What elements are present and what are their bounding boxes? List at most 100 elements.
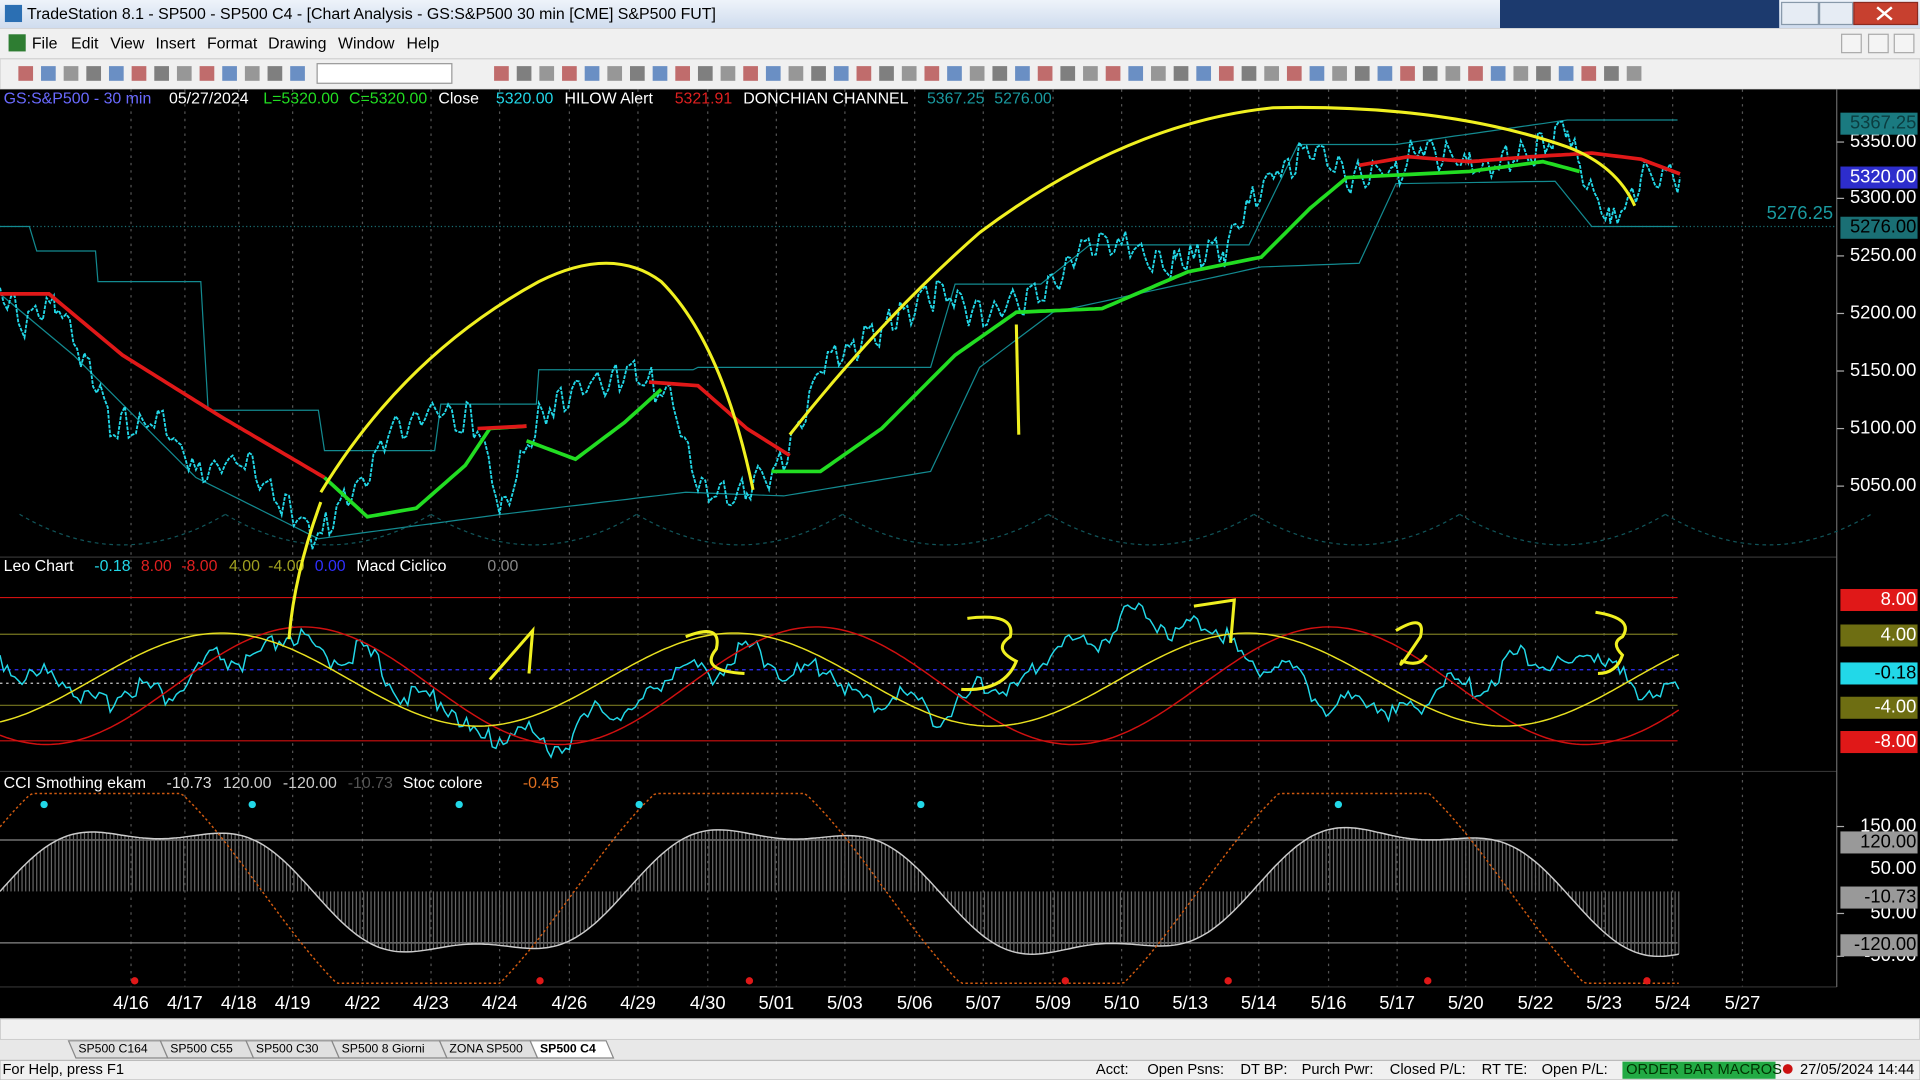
status-item: Purch Pwr: bbox=[1302, 1062, 1374, 1078]
toolbar-button[interactable] bbox=[924, 66, 940, 81]
toolbar-button[interactable] bbox=[1128, 66, 1144, 81]
toolbar-button[interactable] bbox=[154, 66, 169, 81]
menu-item[interactable]: Drawing bbox=[268, 35, 326, 52]
toolbar-button[interactable] bbox=[1581, 66, 1597, 81]
mdi-button[interactable] bbox=[1867, 33, 1889, 54]
toolbar-button[interactable] bbox=[1400, 66, 1415, 81]
toolbar-button[interactable] bbox=[992, 66, 1008, 81]
toolbar-button[interactable] bbox=[1309, 66, 1325, 81]
toolbar-button[interactable] bbox=[1264, 66, 1279, 81]
toolbar-button[interactable] bbox=[765, 66, 781, 81]
mdi-button[interactable] bbox=[1841, 33, 1862, 54]
toolbar-button[interactable] bbox=[244, 66, 260, 81]
toolbar-button[interactable] bbox=[1377, 66, 1393, 81]
toolbar-button[interactable] bbox=[652, 66, 668, 81]
symbol-combo[interactable] bbox=[316, 63, 453, 84]
toolbar-button[interactable] bbox=[1151, 66, 1166, 81]
toolbar-button[interactable] bbox=[1173, 66, 1189, 81]
tab-label[interactable]: SP500 C164 bbox=[78, 1042, 148, 1056]
toolbar-button[interactable] bbox=[539, 66, 555, 81]
toolbar-button[interactable] bbox=[833, 66, 849, 81]
status-item: 27/05/2024 14:44 bbox=[1800, 1062, 1914, 1078]
tab-label[interactable]: SP500 C55 bbox=[170, 1042, 233, 1056]
toolbar-button[interactable] bbox=[1037, 66, 1053, 81]
value-marker-label: -8.00 bbox=[1874, 730, 1916, 751]
toolbar-button[interactable] bbox=[86, 66, 102, 81]
menu-item[interactable]: Help bbox=[407, 35, 440, 52]
toolbar-button[interactable] bbox=[879, 66, 894, 81]
toolbar-button[interactable] bbox=[18, 66, 34, 81]
panel-header-item: -120.00 bbox=[283, 775, 337, 792]
toolbar-button[interactable] bbox=[901, 66, 917, 81]
toolbar-button[interactable] bbox=[1468, 66, 1483, 81]
date-label: 4/16 bbox=[113, 992, 149, 1013]
toolbar-button[interactable] bbox=[1060, 66, 1076, 81]
toolbar-button[interactable] bbox=[1626, 66, 1642, 81]
menu-item[interactable]: Edit bbox=[71, 35, 99, 52]
toolbar-button[interactable] bbox=[1445, 66, 1461, 81]
menu-item[interactable]: Format bbox=[207, 35, 258, 52]
toolbar-button[interactable] bbox=[1332, 66, 1347, 81]
value-marker-label: 5320.00 bbox=[1850, 165, 1916, 186]
minimize-button[interactable] bbox=[1781, 1, 1819, 26]
toolbar-button[interactable] bbox=[131, 66, 147, 81]
toolbar-button[interactable] bbox=[1536, 66, 1551, 81]
toolbar-button[interactable] bbox=[290, 66, 305, 81]
toolbar-button[interactable] bbox=[969, 66, 985, 81]
toolbar-button[interactable] bbox=[675, 66, 690, 81]
toolbar-button[interactable] bbox=[494, 66, 509, 81]
panel-header-item: Close bbox=[438, 90, 479, 107]
toolbar-button[interactable] bbox=[607, 66, 623, 81]
toolbar-button[interactable] bbox=[1196, 66, 1212, 81]
tab-label[interactable]: SP500 C4 bbox=[540, 1042, 596, 1056]
toolbar-button[interactable] bbox=[788, 66, 804, 81]
tab-label[interactable]: SP500 C30 bbox=[256, 1042, 319, 1056]
toolbar-button[interactable] bbox=[562, 66, 577, 81]
toolbar-button[interactable] bbox=[1083, 66, 1098, 81]
toolbar-button[interactable] bbox=[1558, 66, 1574, 81]
toolbar-button[interactable] bbox=[1422, 66, 1438, 81]
stoc-line bbox=[0, 792, 1679, 984]
toolbar-button[interactable] bbox=[63, 66, 79, 81]
menu-item[interactable]: View bbox=[110, 35, 145, 52]
value-marker-label: -0.18 bbox=[1874, 661, 1916, 682]
toolbar-button[interactable] bbox=[947, 66, 962, 81]
cci-dot bbox=[635, 800, 643, 809]
toolbar-button[interactable] bbox=[176, 66, 192, 81]
tab[interactable] bbox=[529, 1040, 615, 1059]
toolbar-button[interactable] bbox=[697, 66, 713, 81]
toolbar-button[interactable] bbox=[1015, 66, 1030, 81]
window-title: TradeStation 8.1 - SP500 - SP500 C4 - [C… bbox=[27, 6, 716, 23]
toolbar-button[interactable] bbox=[222, 66, 237, 81]
toolbar-button[interactable] bbox=[41, 66, 56, 81]
mdi-button[interactable] bbox=[1893, 33, 1915, 54]
panel-header-item: 8.00 bbox=[141, 558, 172, 575]
maximize-button[interactable] bbox=[1818, 1, 1854, 26]
toolbar-button[interactable] bbox=[856, 66, 872, 81]
toolbar-button[interactable] bbox=[1490, 66, 1506, 81]
tab-label[interactable]: ZONA SP500 bbox=[449, 1042, 523, 1056]
toolbar-button[interactable] bbox=[1105, 66, 1121, 81]
toolbar-button[interactable] bbox=[1604, 66, 1619, 81]
tab-label[interactable]: SP500 8 Giorni bbox=[342, 1042, 425, 1056]
toolbar-button[interactable] bbox=[267, 66, 283, 81]
menu-item[interactable]: Insert bbox=[156, 35, 196, 52]
toolbar-button[interactable] bbox=[811, 66, 826, 81]
toolbar-button[interactable] bbox=[720, 66, 736, 81]
toolbar-button[interactable] bbox=[1286, 66, 1302, 81]
toolbar-button[interactable] bbox=[630, 66, 645, 81]
toolbar-button[interactable] bbox=[1241, 66, 1257, 81]
toolbar-button[interactable] bbox=[516, 66, 532, 81]
toolbar-button[interactable] bbox=[743, 66, 758, 81]
toolbar-button[interactable] bbox=[108, 66, 124, 81]
scrollbar[interactable] bbox=[0, 1018, 1920, 1041]
toolbar-button[interactable] bbox=[1513, 66, 1529, 81]
menu-item[interactable]: Window bbox=[338, 35, 395, 52]
ma-rising bbox=[771, 159, 1581, 474]
toolbar-button[interactable] bbox=[199, 66, 215, 81]
toolbar-button[interactable] bbox=[1354, 66, 1370, 81]
toolbar-button[interactable] bbox=[1218, 66, 1234, 81]
menu-item[interactable]: File bbox=[32, 35, 58, 52]
toolbar-button[interactable] bbox=[584, 66, 600, 81]
cci-dot bbox=[1643, 977, 1651, 985]
